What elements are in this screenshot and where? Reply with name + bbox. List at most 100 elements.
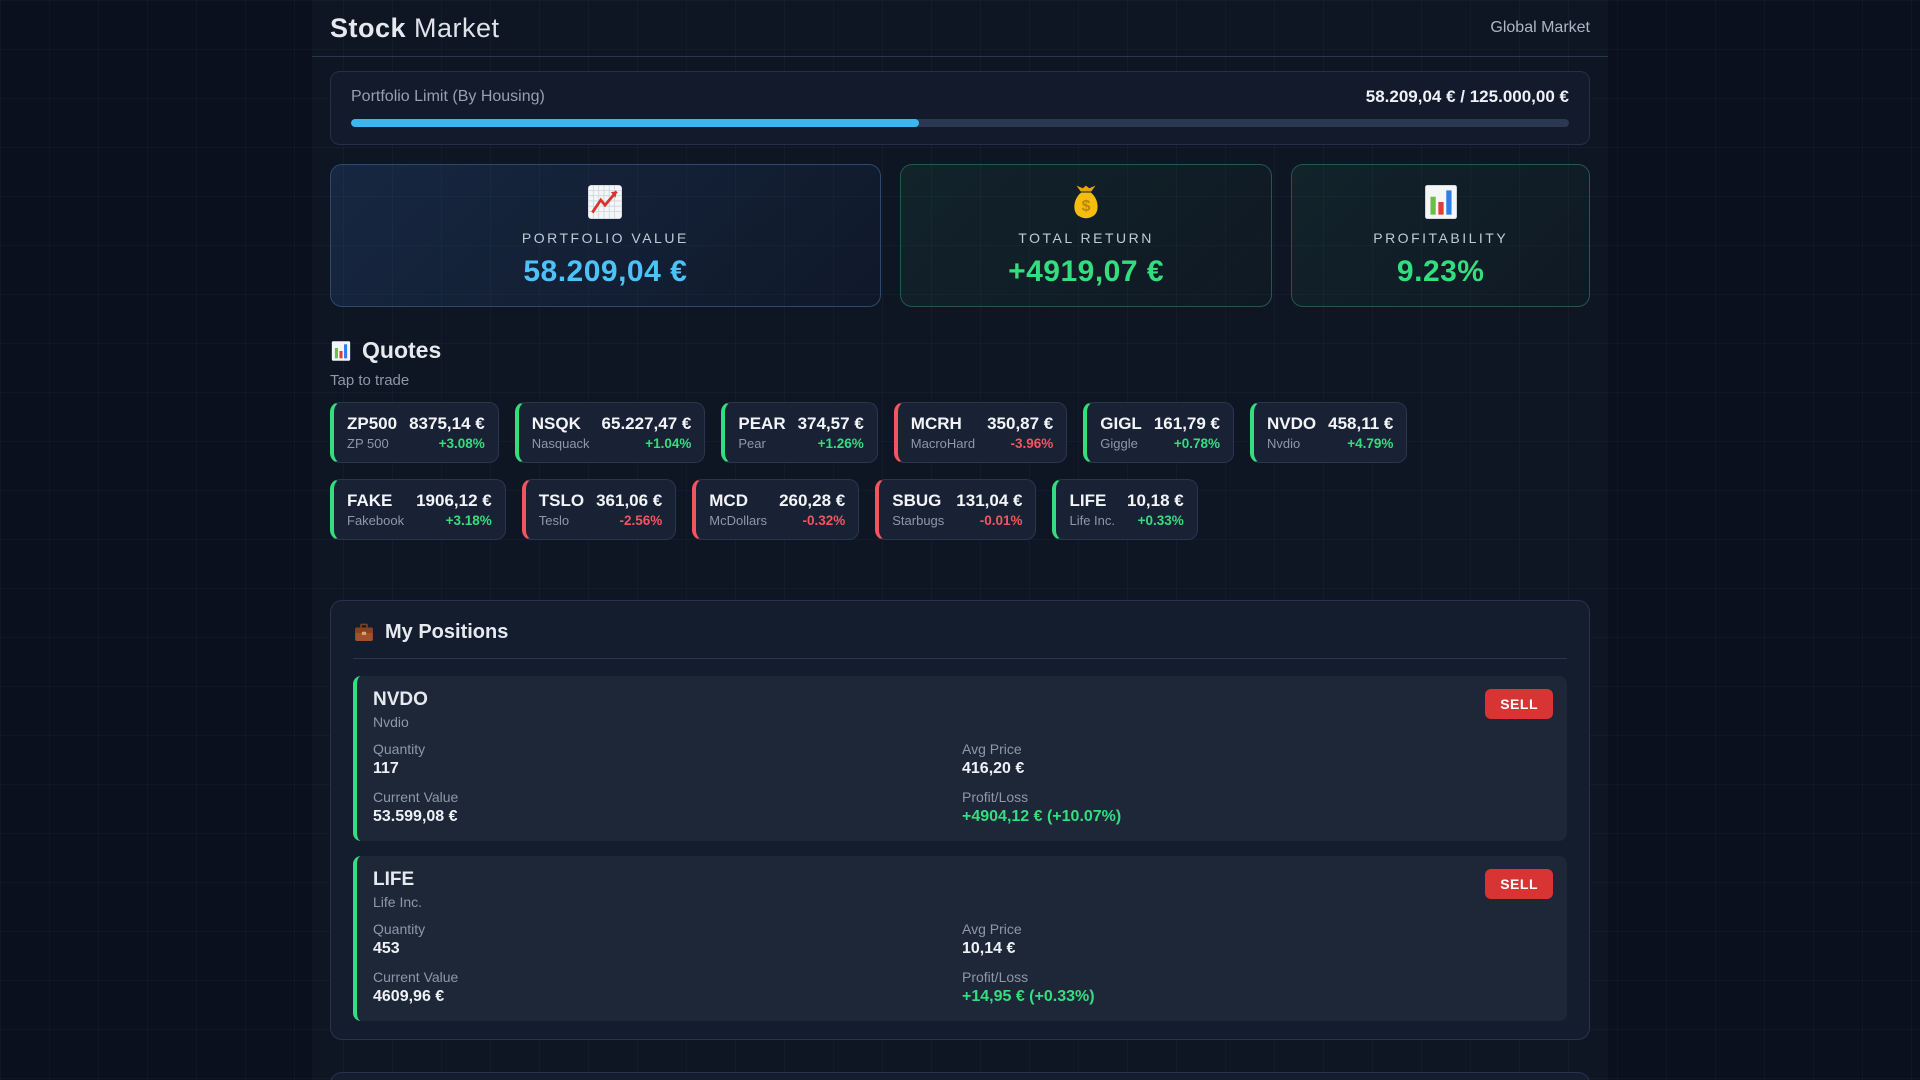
portfolio-value-card: PORTFOLIO VALUE 58.209,04 €	[330, 164, 881, 307]
quote-change: +3.08%	[438, 436, 485, 451]
quote-tile[interactable]: MCD 260,28 € McDollars -0.32%	[692, 479, 860, 540]
position-row: SELL NVDO Nvdio Quantity 117 Avg Price 416…	[353, 676, 1567, 841]
position-row: SELL LIFE Life Inc. Quantity 453 Avg Pric…	[353, 856, 1567, 1021]
market-label: Global Market	[1490, 19, 1590, 36]
quote-name: McDollars	[709, 513, 768, 528]
sell-button[interactable]: SELL	[1485, 869, 1553, 899]
position-name: Nvdio	[373, 714, 409, 730]
page-title-bold: Stock	[330, 12, 407, 43]
position-quantity: Quantity 117	[373, 741, 426, 777]
stats-cards: PORTFOLIO VALUE 58.209,04 € $ TOTAL RETU…	[330, 164, 1590, 307]
stock-market-app: Stock Market Global Market Portfolio Lim…	[312, 0, 1608, 1080]
positions-title: My Positions	[385, 621, 509, 643]
quote-symbol: TSLO	[538, 491, 585, 510]
quote-symbol: LIFE	[1069, 491, 1107, 510]
quote-symbol: NVDO	[1267, 414, 1317, 433]
total-return-label: TOTAL RETURN	[1018, 229, 1154, 246]
position-current-value: Current Value 4609,96 €	[373, 969, 459, 1005]
quote-name: MacroHard	[910, 436, 976, 451]
positions-list: SELL NVDO Nvdio Quantity 117 Avg Price 416…	[353, 676, 1567, 1021]
position-avg-price: Avg Price 10,14 €	[962, 921, 1022, 957]
quote-symbol: SBUG	[892, 491, 942, 510]
quote-change: +4.79%	[1347, 436, 1394, 451]
quotes-title: Quotes	[362, 337, 442, 363]
quotes-bar-chart-icon	[331, 340, 351, 361]
quote-name: Life Inc.	[1069, 513, 1116, 528]
quote-name: Teslo	[538, 513, 570, 528]
portfolio-limit-label: Portfolio Limit (By Housing)	[351, 88, 545, 105]
position-symbol: NVDO	[373, 689, 428, 710]
quote-tile[interactable]: NVDO 458,11 € Nvdio +4.79%	[1250, 402, 1408, 463]
quote-change: +1.26%	[817, 436, 864, 451]
total-return-card: $ TOTAL RETURN +4919,07 €	[899, 164, 1273, 307]
portfolio-limit-progress-fill	[351, 119, 919, 127]
quote-tile[interactable]: FAKE 1906,12 € Fakebook +3.18%	[330, 479, 506, 540]
quote-symbol: MCRH	[910, 414, 962, 433]
position-quantity: Quantity 453	[373, 921, 426, 957]
page-title-light: Market	[414, 12, 500, 43]
quotes-grid: ZP500 8375,14 € ZP 500 +3.08% NSQK 65.22…	[330, 402, 1590, 540]
quote-change: +0.78%	[1173, 436, 1221, 451]
positions-divider	[353, 658, 1567, 659]
quote-tile[interactable]: MCRH 350,87 € MacroHard -3.96%	[893, 402, 1068, 463]
page-title: Stock Market	[330, 13, 500, 44]
quote-symbol: NSQK	[531, 414, 581, 433]
quote-name: ZP 500	[347, 436, 389, 451]
quote-tile[interactable]: NSQK 65.227,47 € Nasquack +1.04%	[514, 402, 706, 463]
quotes-section: Quotes Tap to trade ZP500 8375,14 € ZP 5…	[312, 337, 1608, 540]
portfolio-limit-progressbar	[351, 119, 1569, 127]
portfolio-limit-value: 58.209,04 € / 125.000,00 €	[1365, 87, 1569, 106]
quote-name: Fakebook	[347, 513, 405, 528]
positions-panel: My Positions SELL NVDO Nvdio Quantity 117…	[330, 600, 1590, 1040]
quote-name: Nasquack	[531, 436, 590, 451]
position-name: Life Inc.	[373, 894, 423, 910]
profitability-card: PROFITABILITY 9.23%	[1291, 164, 1590, 307]
quote-price: 361,06 €	[596, 491, 663, 510]
quote-price: 458,11 €	[1328, 414, 1394, 433]
sell-button[interactable]: SELL	[1485, 689, 1553, 719]
money-bag-icon: $	[1074, 185, 1098, 218]
total-return-amount: +4919,07 €	[1008, 254, 1165, 288]
quote-change: -3.96%	[1010, 436, 1054, 451]
quote-symbol: PEAR	[738, 414, 786, 433]
quote-price: 131,04 €	[956, 491, 1023, 510]
position-profit-loss: Profit/Loss +4904,12 € (+10.07%)	[962, 789, 1122, 825]
quote-price: 8375,14 €	[409, 414, 485, 433]
quote-symbol: ZP500	[347, 414, 398, 433]
position-symbol: LIFE	[373, 869, 415, 890]
quote-tile[interactable]: SBUG 131,04 € Starbugs -0.01%	[875, 479, 1037, 540]
portfolio-limit-panel: Portfolio Limit (By Housing) 58.209,04 €…	[330, 71, 1590, 145]
quote-price: 350,87 €	[987, 414, 1054, 433]
quote-symbol: GIGL	[1100, 414, 1142, 433]
portfolio-value-amount: 58.209,04 €	[523, 254, 688, 288]
quote-change: +3.18%	[445, 513, 492, 528]
quote-change: +0.33%	[1137, 513, 1184, 528]
quote-tile[interactable]: LIFE 10,18 € Life Inc. +0.33%	[1052, 479, 1198, 540]
position-avg-price: Avg Price 416,20 €	[962, 741, 1025, 777]
quote-change: -2.56%	[619, 513, 663, 528]
quote-tile[interactable]: TSLO 361,06 € Teslo -2.56%	[521, 479, 677, 540]
header: Stock Market Global Market	[312, 0, 1608, 57]
svg-text:$: $	[1082, 197, 1091, 214]
quote-tile[interactable]: GIGL 161,79 € Giggle +0.78%	[1083, 402, 1235, 463]
quote-price: 260,28 €	[779, 491, 846, 510]
position-profit-loss: Profit/Loss +14,95 € (+0.33%)	[962, 969, 1095, 1005]
quote-tile[interactable]: ZP500 8375,14 € ZP 500 +3.08%	[330, 402, 499, 463]
quote-price: 374,57 €	[797, 414, 864, 433]
quote-price: 10,18 €	[1127, 491, 1184, 510]
quote-name: Starbugs	[892, 513, 945, 528]
profitability-label: PROFITABILITY	[1373, 229, 1509, 246]
quote-change: -0.01%	[979, 513, 1023, 528]
quotes-subtitle: Tap to trade	[330, 372, 410, 389]
quote-name: Pear	[738, 436, 766, 451]
quote-price: 1906,12 €	[416, 491, 492, 510]
quote-change: -0.32%	[802, 513, 846, 528]
quote-price: 161,79 €	[1153, 414, 1221, 433]
quote-change: +1.04%	[645, 436, 692, 451]
quote-name: Nvdio	[1267, 436, 1301, 451]
position-current-value: Current Value 53.599,08 €	[373, 789, 459, 825]
bar-chart-icon	[1424, 184, 1457, 219]
quote-price: 65.227,47 €	[601, 414, 692, 433]
quote-tile[interactable]: PEAR 374,57 € Pear +1.26%	[721, 402, 878, 463]
portfolio-value-label: PORTFOLIO VALUE	[521, 229, 689, 246]
